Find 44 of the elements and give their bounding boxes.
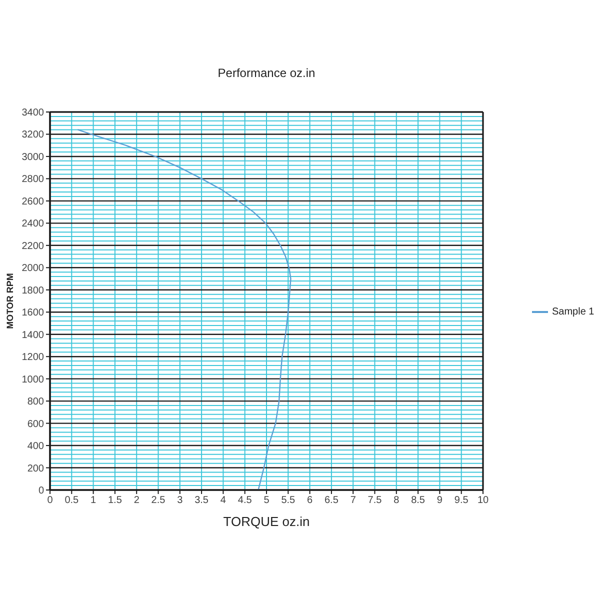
y-tick-label: 2000: [22, 263, 44, 274]
y-tick-label: 0: [38, 486, 44, 496]
x-tick-label: 2: [134, 495, 140, 506]
y-axis-title: MOTOR RPM: [4, 272, 16, 331]
x-tick-label: 6.5: [324, 495, 339, 506]
y-tick-label: 1000: [22, 374, 44, 386]
x-tick-label: 8.5: [411, 495, 426, 506]
y-tick-label: 200: [27, 463, 44, 474]
line-series: [78, 129, 292, 490]
x-tick-label: 4: [220, 495, 226, 506]
chart-title: Performance oz.in: [216, 66, 316, 80]
y-tick-label: 1200: [22, 352, 44, 364]
y-tick-label: 1600: [22, 308, 44, 319]
y-tick-label: 3400: [22, 108, 44, 118]
y-tick-label: 2400: [22, 218, 44, 230]
x-tick-label: 5.5: [281, 495, 296, 506]
x-tick-label: 1.5: [108, 495, 122, 506]
x-tick-label: 7.5: [368, 495, 382, 506]
x-tick-label: 1: [90, 495, 97, 506]
x-tick-label: 0.5: [64, 495, 80, 506]
y-tick-label: 800: [27, 396, 44, 408]
x-axis-title: TORQUE oz.in: [222, 514, 311, 530]
x-tick-label: 0: [47, 495, 54, 506]
x-tick-label: 7: [350, 495, 356, 506]
x-tick-label: 9.5: [454, 495, 469, 506]
x-tick-label: 6: [307, 495, 314, 506]
x-tick-label: 4.5: [238, 495, 252, 506]
x-tick-label: 10: [477, 495, 489, 506]
y-tick-label: 2600: [22, 196, 44, 208]
y-tick-label: 2200: [22, 240, 44, 252]
x-tick-label: 8: [394, 495, 400, 506]
x-tick-label: 9: [436, 495, 443, 506]
x-tick-label: 3.5: [194, 495, 209, 506]
y-tick-label: 400: [27, 441, 44, 452]
x-tick-label: 2.5: [151, 495, 166, 506]
y-tick-label: 3200: [22, 130, 44, 141]
x-tick-label: 3: [177, 495, 184, 506]
x-tick-label: 5: [264, 495, 270, 506]
y-tick-label: 3000: [22, 152, 44, 163]
y-tick-label: 2800: [22, 174, 44, 186]
y-tick-label: 1400: [22, 330, 44, 341]
y-tick-label: 1800: [22, 285, 44, 296]
y-tick-label: 600: [27, 418, 44, 430]
legend-label: Sample 1: [552, 306, 594, 318]
